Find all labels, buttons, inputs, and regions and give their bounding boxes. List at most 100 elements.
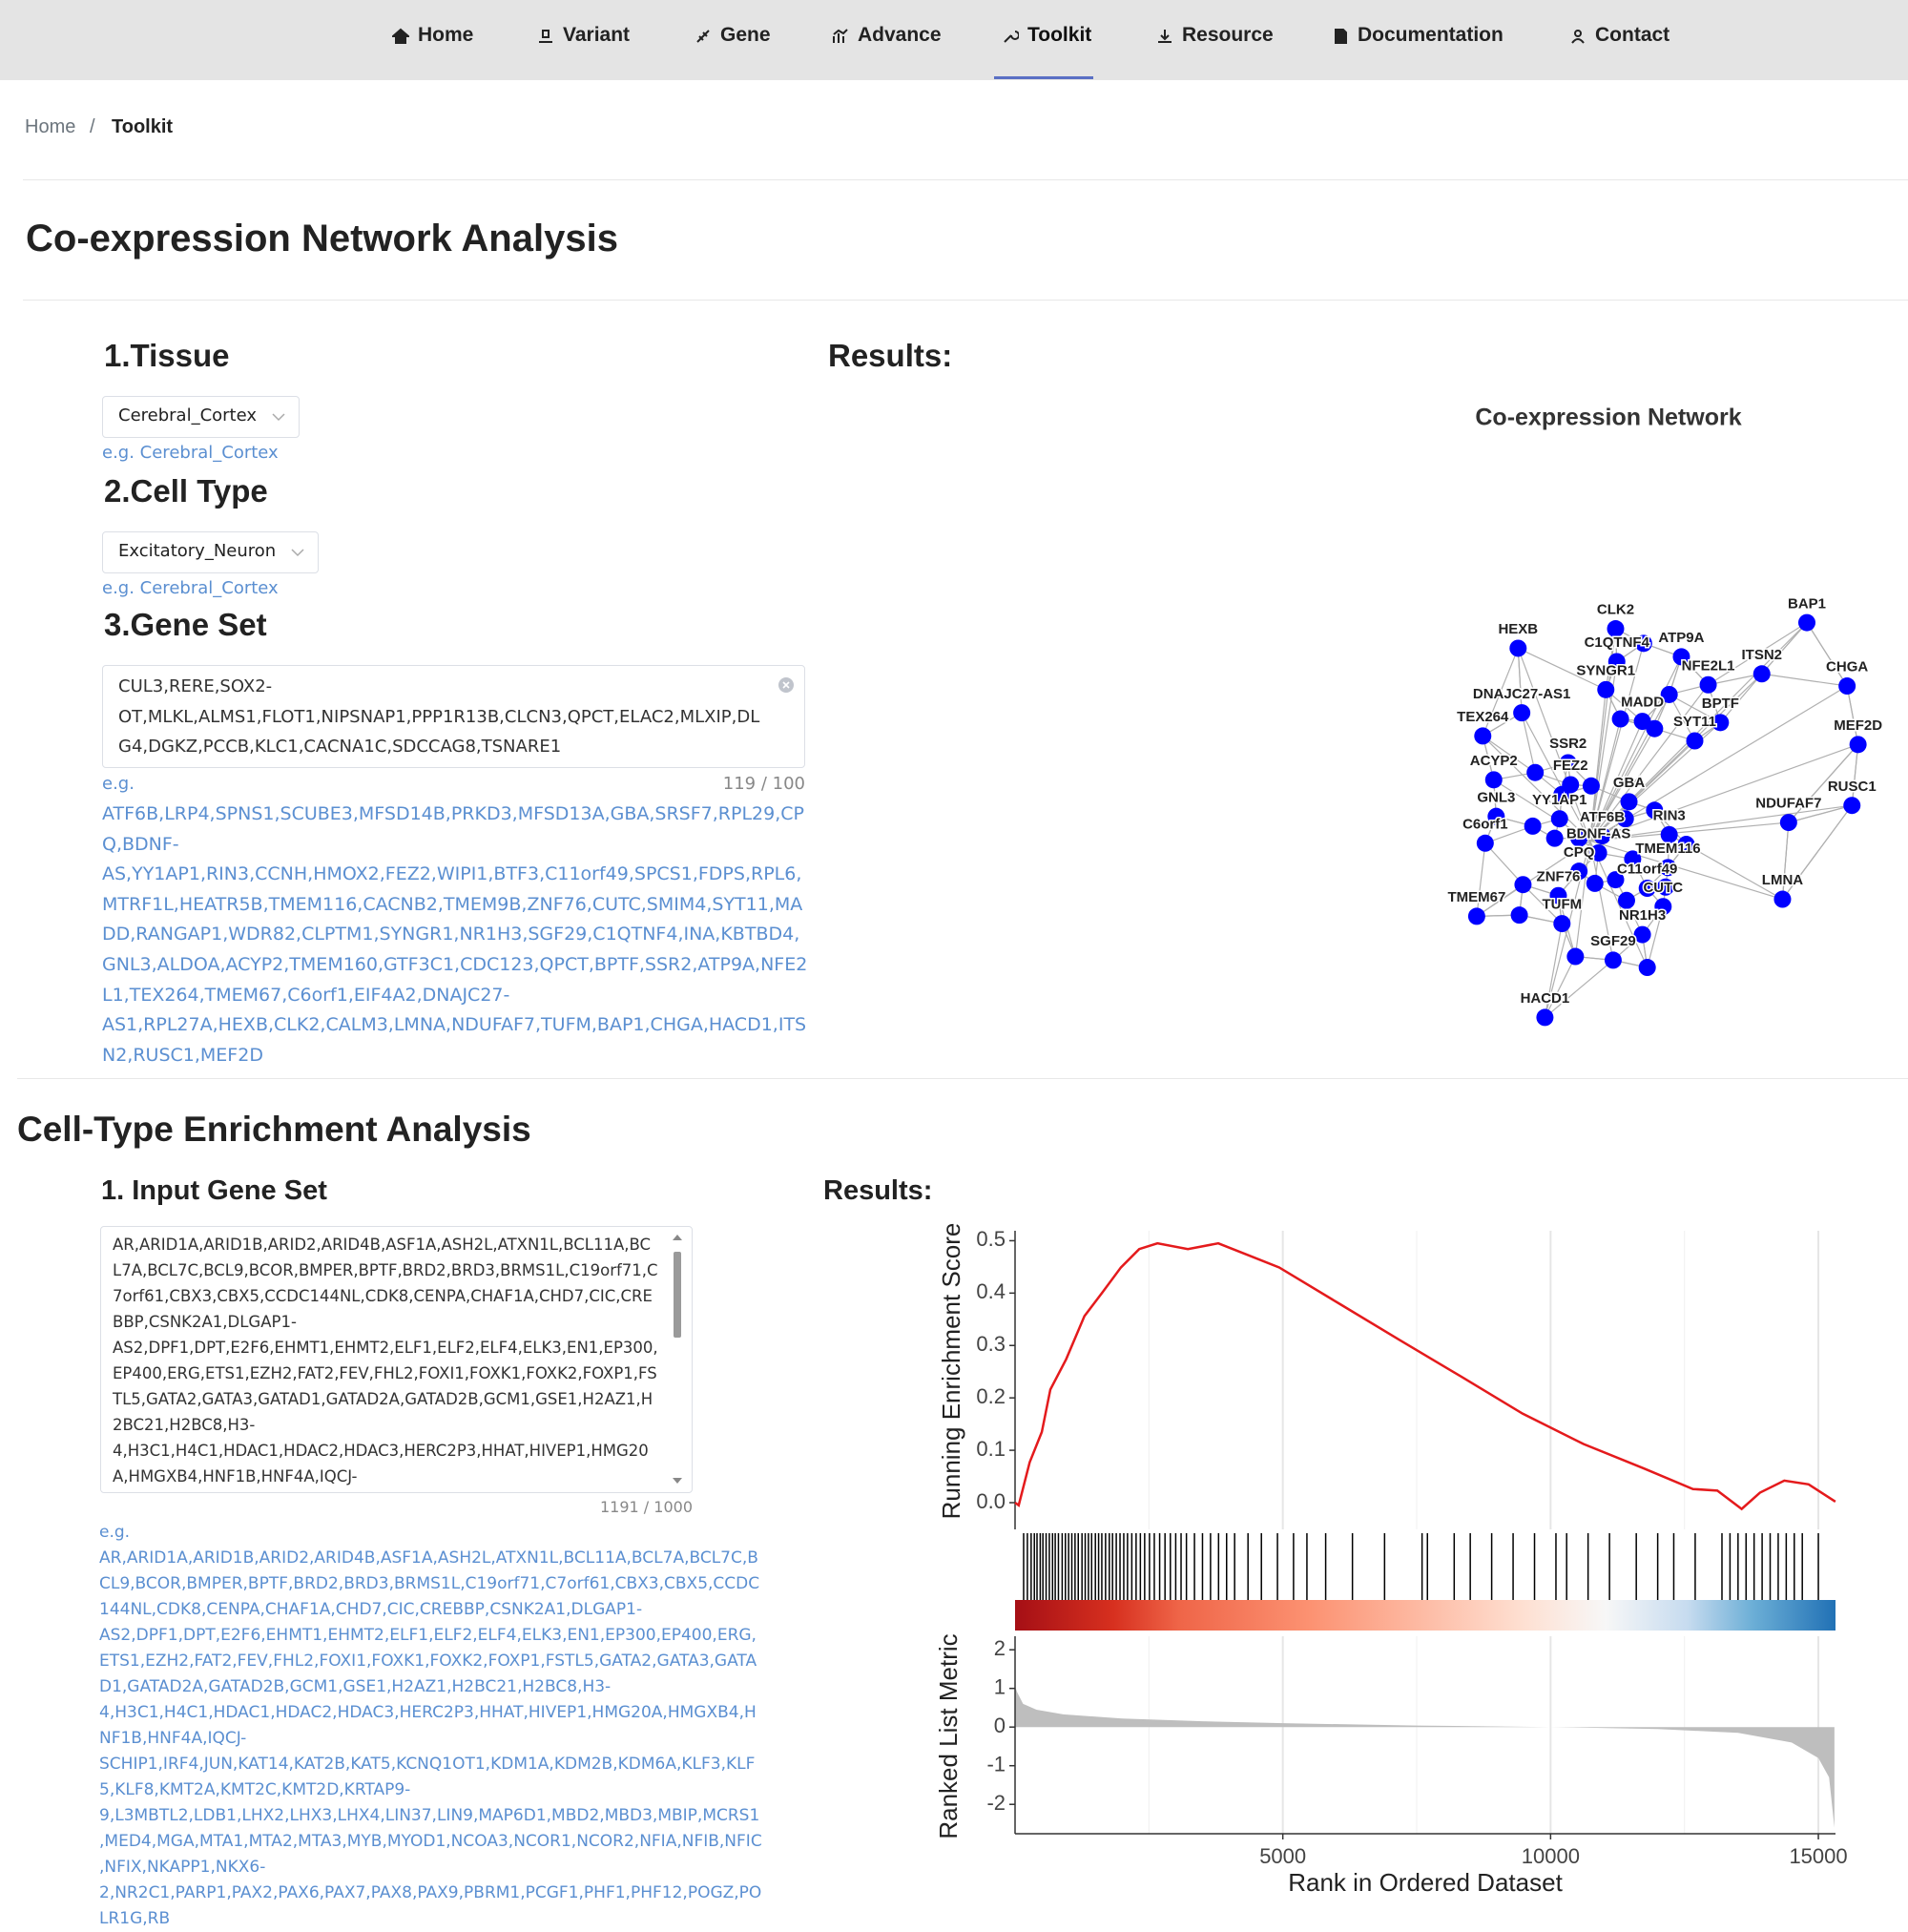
y-tick-label: 0.5 <box>976 1227 1006 1251</box>
node <box>1474 727 1492 745</box>
nav-link[interactable]: Home <box>418 24 474 46</box>
node <box>1624 850 1642 868</box>
edge <box>1482 735 1591 841</box>
edge <box>1517 648 1591 841</box>
nav-link[interactable]: Contact <box>1595 24 1670 46</box>
x-tick-label: 5000 <box>1259 1844 1306 1868</box>
y-tick-label: 0.0 <box>976 1489 1006 1513</box>
node <box>1549 886 1567 904</box>
node <box>1638 959 1656 977</box>
node <box>1570 829 1588 847</box>
node <box>1634 634 1652 653</box>
node <box>1633 925 1651 944</box>
x-tick-label: 10000 <box>1522 1844 1580 1868</box>
edge <box>1493 779 1590 841</box>
node-label: TMEM116 <box>1635 841 1700 857</box>
node <box>1633 713 1651 731</box>
es-line <box>1014 1241 1836 1511</box>
breadcrumb-link[interactable]: Home <box>25 116 76 137</box>
node-label: HACD1 <box>1521 990 1570 1007</box>
node-label: CHGA <box>1826 659 1868 675</box>
node <box>1677 836 1695 854</box>
y-tick-label: -1 <box>986 1753 1006 1776</box>
y-tick-label: 0.4 <box>976 1279 1006 1303</box>
field-label: 3.Gene Set <box>104 607 267 642</box>
edge <box>1589 718 1622 841</box>
edge <box>1589 728 1655 841</box>
node <box>1514 876 1532 894</box>
nav-icon <box>539 30 552 43</box>
y-axis-label: Running Enrichment Score <box>937 1223 965 1520</box>
node-label: TEX264 <box>1457 709 1509 725</box>
node <box>1513 704 1531 722</box>
x-tick-label: 15000 <box>1789 1844 1847 1868</box>
edge <box>1708 622 1808 686</box>
y-tick-label: 0 <box>994 1714 1006 1737</box>
node-label: NDUFAF7 <box>1755 796 1821 812</box>
node-label: ACYP2 <box>1470 753 1518 769</box>
edge <box>1517 648 1523 714</box>
node-label: MEF2D <box>1834 717 1882 734</box>
nav-link[interactable]: Documentation <box>1358 24 1504 46</box>
node <box>1536 1008 1554 1027</box>
node-label: ZNF76 <box>1537 868 1581 884</box>
y-tick-label: 0.2 <box>976 1384 1006 1408</box>
cell-type-select[interactable]: Excitatory_Neuron <box>102 531 319 573</box>
edge <box>1708 673 1762 686</box>
divider <box>23 179 1908 180</box>
gene-set-textarea[interactable]: CUL3,RERE,SOX2-OT,MLKL,ALMS1,FLOT1,NIPSN… <box>102 665 805 768</box>
clear-icon[interactable] <box>778 676 795 694</box>
edge <box>1589 689 1607 841</box>
nav-link[interactable]: Variant <box>563 24 631 46</box>
edge <box>1545 959 1614 1018</box>
nav-link[interactable]: Advance <box>858 24 942 46</box>
nav-link[interactable]: Gene <box>720 24 771 46</box>
scrollbar[interactable] <box>668 1231 687 1488</box>
node <box>1752 665 1771 683</box>
field-label: 2.Cell Type <box>104 473 268 509</box>
edge <box>1589 804 1853 841</box>
nav-link[interactable]: Toolkit <box>1027 24 1092 46</box>
y-tick-label: 1 <box>994 1674 1006 1698</box>
nav-link[interactable]: Resource <box>1182 24 1274 46</box>
node <box>1586 874 1604 892</box>
node-label: BAP1 <box>1788 595 1826 612</box>
nav-icon <box>1571 30 1585 44</box>
y-tick-label: 0.3 <box>976 1332 1006 1356</box>
node <box>1510 906 1528 924</box>
tissue-select[interactable]: Cerebral_Cortex <box>102 396 300 438</box>
node <box>1773 890 1792 908</box>
edge <box>1647 906 1664 968</box>
navbar: Home Variant Gene Advance Toolkit Resource Doc… <box>0 0 1908 80</box>
node <box>1526 763 1545 781</box>
char-count: 119 / 100 <box>722 774 805 794</box>
node <box>1553 915 1571 933</box>
node-label: FEZ2 <box>1553 758 1588 774</box>
input-textarea[interactable]: AR,ARID1A,ARID1B,ARID2,ARID4B,ASF1A,ASH2… <box>100 1226 693 1493</box>
example-text[interactable]: ATF6B,LRP4,SPNS1,SCUBE3,MFSD14B,PRKD3,MF… <box>102 803 808 1066</box>
edge <box>1476 840 1590 917</box>
node <box>1699 675 1717 694</box>
chevron <box>272 413 285 422</box>
example-text[interactable]: AR,ARID1A,ARID1B,ARID2,ARID4B,ASF1A,ASH2… <box>99 1548 762 1928</box>
node <box>1711 714 1730 732</box>
edge <box>1589 743 1858 841</box>
breadcrumb-current: Toolkit <box>112 116 174 137</box>
node <box>1559 754 1577 772</box>
node <box>1607 871 1625 889</box>
node-label: C1QTNF4 <box>1585 634 1650 651</box>
node-label: SGF29 <box>1590 933 1636 949</box>
divider <box>17 1078 1908 1079</box>
y-tick-label: 0.1 <box>976 1437 1006 1461</box>
y-tick-label: 2 <box>994 1636 1006 1660</box>
node-label: HEXB <box>1498 621 1538 637</box>
node <box>1638 880 1656 898</box>
node-label: RIN3 <box>1653 808 1686 824</box>
hint: e.g. Cerebral_Cortex <box>102 443 279 463</box>
nav-icon <box>833 29 848 43</box>
chevron <box>291 549 304 557</box>
node-label: SYNGR1 <box>1576 663 1635 679</box>
rank-color-bar <box>1015 1600 1835 1631</box>
node <box>1617 891 1635 909</box>
node-label: BDNF-AS <box>1566 826 1631 842</box>
